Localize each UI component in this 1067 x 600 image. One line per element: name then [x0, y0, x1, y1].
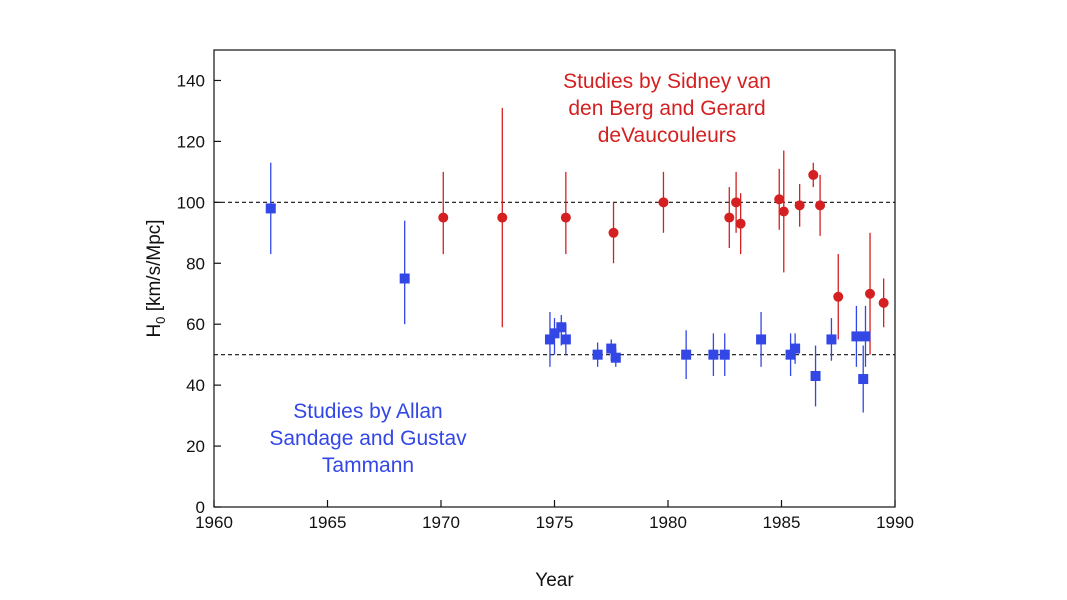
data-point	[858, 374, 869, 385]
series-2-annotation-line: Sandage and Gustav	[269, 427, 467, 450]
axis-ticks: 1960 1965 1970 1975 1980 1985 1990 0 20 40 60 80 100…	[177, 71, 914, 532]
data-point	[399, 273, 410, 284]
y-axis-title-subscript: 0	[153, 317, 168, 324]
data-point	[608, 227, 619, 238]
y-tick-label: 140	[177, 71, 205, 90]
y-tick-label: 0	[196, 498, 205, 517]
y-axis-title-main: H	[144, 324, 165, 338]
series-1-annotation-line: deVaucouleurs	[598, 124, 737, 147]
y-tick-label: 40	[186, 376, 205, 395]
x-tick-label: 1970	[422, 513, 460, 532]
data-point	[497, 212, 508, 223]
data-point	[774, 194, 785, 205]
x-tick-label: 1960	[195, 513, 233, 532]
data-point	[549, 328, 560, 339]
data-point	[544, 334, 555, 345]
series-2	[265, 162, 871, 413]
data-point	[833, 291, 844, 302]
data-point	[708, 349, 719, 360]
series-2-annotation-line: Studies by Allan	[293, 400, 442, 423]
x-tick-label: 1975	[536, 513, 574, 532]
y-tick-label: 20	[186, 437, 205, 456]
data-point	[794, 200, 805, 211]
y-axis-title: H0 [km/s/Mpc]	[144, 219, 168, 337]
data-point	[735, 218, 746, 229]
data-point	[438, 212, 449, 223]
data-point	[731, 197, 742, 208]
data-point	[658, 197, 669, 208]
data-point	[724, 212, 735, 223]
series-1-annotation-line: Studies by Sidney van	[563, 70, 771, 93]
series-layer	[265, 107, 889, 413]
data-point	[265, 203, 276, 214]
series-1-annotation-line: den Berg and Gerard	[568, 97, 765, 120]
x-axis-title: Year	[535, 570, 574, 591]
data-point	[826, 334, 837, 345]
data-point	[719, 349, 730, 360]
x-tick-label: 1965	[309, 513, 347, 532]
y-axis-title-rest: [km/s/Mpc]	[144, 219, 165, 316]
data-point	[860, 331, 871, 342]
data-point	[592, 349, 603, 360]
y-tick-label: 80	[186, 254, 205, 273]
annotations: Studies by Sidney van den Berg and Gerard…	[269, 70, 771, 477]
data-point	[560, 212, 571, 223]
data-point	[851, 331, 862, 342]
data-point	[778, 206, 789, 217]
data-point	[808, 169, 819, 180]
series-2-annotation-line: Tammann	[322, 454, 414, 477]
x-tick-label: 1980	[649, 513, 687, 532]
data-point	[610, 352, 621, 363]
data-point	[865, 288, 876, 299]
data-point	[560, 334, 571, 345]
data-point	[606, 343, 617, 354]
data-point	[756, 334, 767, 345]
data-point	[790, 343, 801, 354]
y-tick-label: 60	[186, 315, 205, 334]
x-tick-label: 1990	[876, 513, 914, 532]
data-point	[810, 370, 821, 381]
data-point	[681, 349, 692, 360]
data-point	[815, 200, 826, 211]
y-tick-label: 100	[177, 193, 205, 212]
x-tick-label: 1985	[763, 513, 801, 532]
data-point	[556, 322, 567, 333]
data-point	[878, 297, 889, 308]
data-point	[785, 349, 796, 360]
y-tick-label: 120	[177, 132, 205, 151]
